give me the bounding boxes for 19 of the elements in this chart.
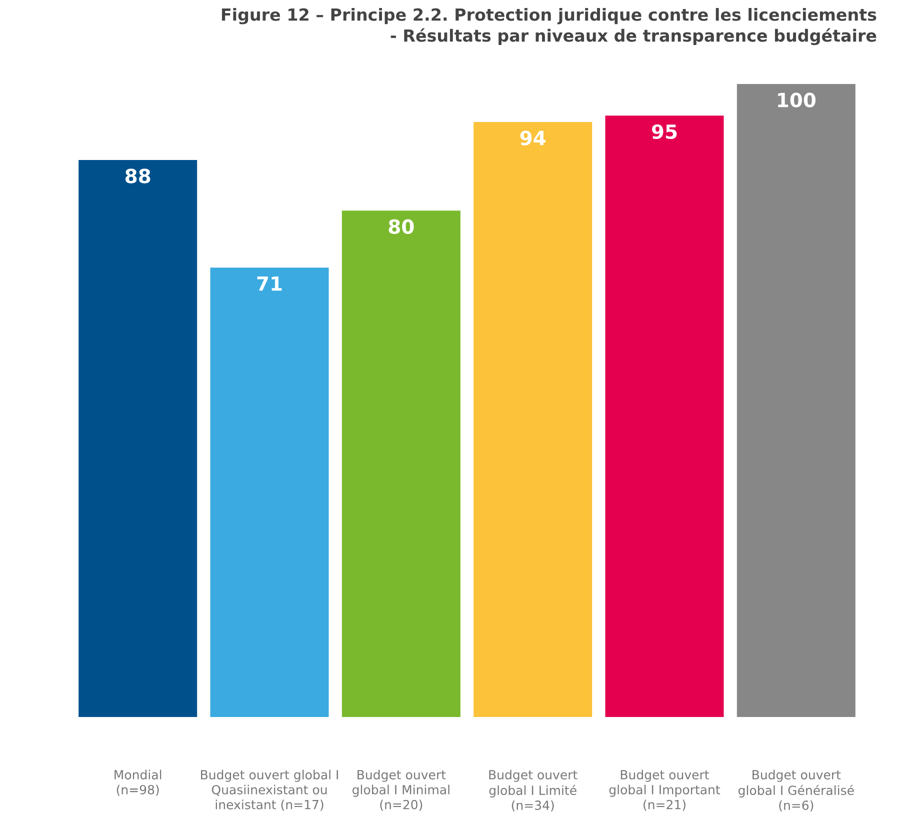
data-label: 100 [778, 92, 816, 108]
x-tick-label: Mondial (n=98) [114, 770, 162, 796]
x-tick-label: Budget ouvert global I Minimal (n=20) [352, 770, 450, 811]
bar [474, 122, 592, 717]
data-label: 71 [257, 276, 282, 291]
data-label: 94 [520, 130, 546, 146]
x-tick-label: Budget ouvert global I Limité (n=34) [489, 770, 578, 812]
x-tick-label: Budget ouvert global I Généralisé (n=6) [738, 770, 854, 812]
x-tick-label: Budget ouvert global I Important (n=21) [609, 770, 720, 811]
bar [736, 84, 856, 717]
chart-title: Figure 12 – Principe 2.2. Protection juridique contre les licenciements - Résultats par niveaux de transparence budgétaire [222, 8, 876, 46]
data-label: 95 [652, 124, 677, 140]
data-label: 88 [125, 168, 150, 184]
x-tick-label: Budget ouvert global I Quasiinexistant ou inexistant (n=17) [201, 770, 338, 811]
bar [210, 268, 329, 717]
bar [342, 210, 460, 717]
data-label: 80 [388, 219, 414, 234]
bar [78, 160, 198, 717]
bar [605, 116, 724, 717]
